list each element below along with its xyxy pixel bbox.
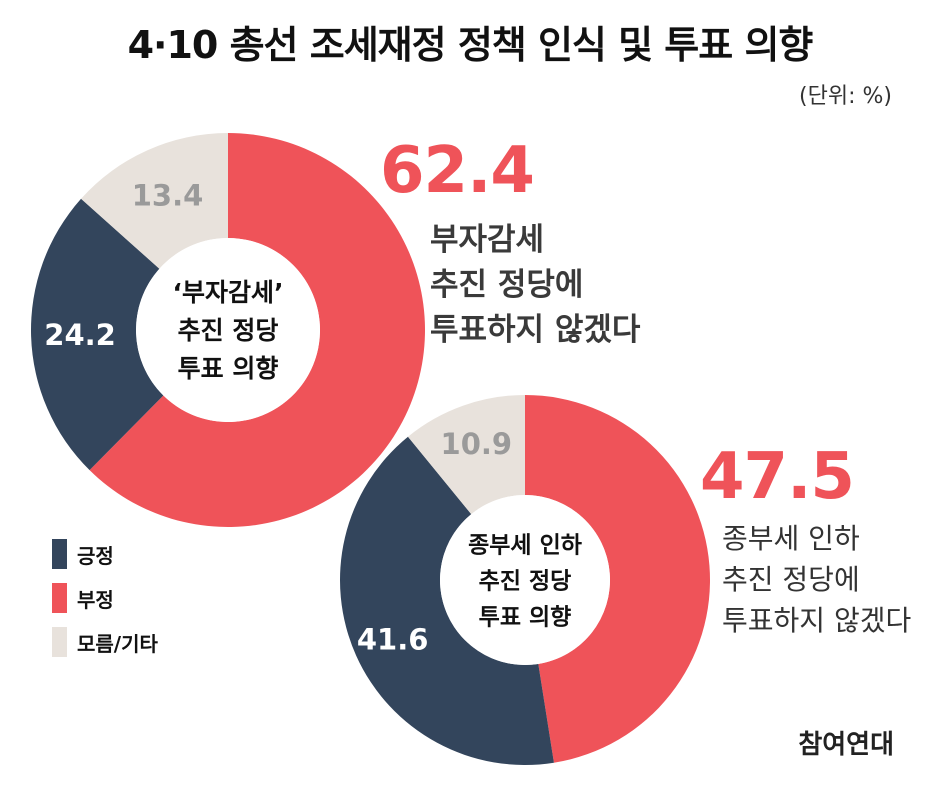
legend-item-positive: 긍정 xyxy=(52,532,158,576)
source-logo: 참여연대 xyxy=(798,730,894,760)
donut-slice xyxy=(407,395,525,515)
donut-slice xyxy=(339,436,554,765)
slice-value-label: 24.2 xyxy=(44,318,116,352)
donut-center-label: 추진 정당 xyxy=(479,568,572,594)
callout-line: 추진 정당에 xyxy=(722,563,860,596)
donut-center-label: 추진 정당 xyxy=(178,316,279,345)
callout-line: 종부세 인하 xyxy=(722,522,860,555)
legend-label: 모름/기타 xyxy=(77,631,158,656)
donut-slice xyxy=(525,395,711,763)
callout-line: 투표하지 않겠다 xyxy=(722,604,912,637)
callout-value-1: 62.4 xyxy=(380,134,535,208)
donut-center-label: ‘부자감세’ xyxy=(173,278,284,307)
legend-label: 부정 xyxy=(77,587,114,612)
unit-label: (단위: %) xyxy=(799,84,892,109)
callout-text-1: 부자감세 추진 정당에 투표하지 않겠다 xyxy=(430,218,640,353)
callout-value-2: 47.5 xyxy=(700,440,855,514)
donut-center-label: 투표 의향 xyxy=(178,354,279,383)
slice-value-label: 13.4 xyxy=(132,178,204,212)
donut-hole xyxy=(440,495,610,665)
donut-slice xyxy=(89,133,426,527)
slice-value-label: 41.6 xyxy=(357,623,429,657)
callout-text-2: 종부세 인하 추진 정당에 투표하지 않겠다 xyxy=(722,518,911,641)
slice-value-label: 10.9 xyxy=(441,427,513,461)
legend-swatch xyxy=(52,539,67,569)
legend-label: 긍정 xyxy=(77,543,114,568)
chart-title: 4·10 총선 조세재정 정책 인식 및 투표 의향 xyxy=(127,23,814,67)
donut-slice xyxy=(31,198,164,471)
donut-slice xyxy=(81,133,228,269)
callout-line: 추진 정당에 xyxy=(430,267,584,303)
donut-center-label: 종부세 인하 xyxy=(468,532,582,558)
legend-item-unknown: 모름/기타 xyxy=(52,620,158,664)
callout-line: 부자감세 xyxy=(430,222,545,258)
legend-item-negative: 부정 xyxy=(52,576,158,620)
legend-swatch xyxy=(52,627,67,657)
donut-hole xyxy=(136,238,320,422)
legend-swatch xyxy=(52,583,67,613)
legend: 긍정 부정 모름/기타 xyxy=(52,532,158,664)
donut-center-label: 투표 의향 xyxy=(479,604,572,630)
callout-line: 투표하지 않겠다 xyxy=(430,312,641,348)
